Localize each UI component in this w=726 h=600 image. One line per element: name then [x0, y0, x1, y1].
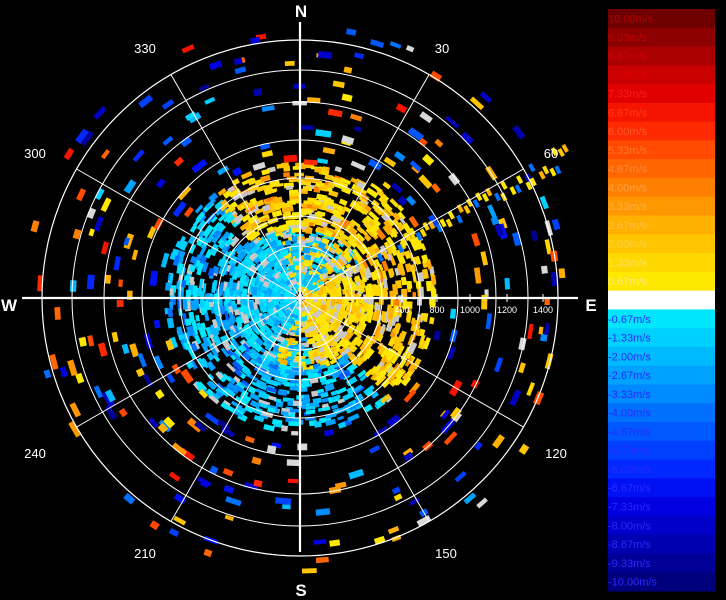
west-label: W: [1, 296, 18, 315]
legend-label: 5.33m/s: [608, 145, 648, 157]
legend-label: -8.00m/s: [608, 520, 651, 532]
legend-label: 2.67m/s: [608, 220, 648, 232]
legend-swatch: [608, 84, 715, 104]
legend-label: -3.33m/s: [608, 389, 651, 401]
radar-echo-layer: [30, 28, 569, 574]
bearing-spoke: [170, 297, 301, 522]
legend-swatch: [608, 159, 715, 179]
east-label: E: [585, 296, 596, 315]
legend-label: -0.67m/s: [608, 314, 651, 326]
legend-swatch: [608, 328, 715, 348]
legend-label: -6.00m/s: [608, 464, 651, 476]
legend-swatch: [608, 253, 715, 273]
bearing-label-60: 60: [544, 146, 558, 161]
legend-swatch: [608, 27, 715, 48]
south-label: S: [295, 581, 306, 600]
bearing-spoke: [299, 168, 524, 299]
legend-label: 9.33m/s: [608, 32, 648, 44]
range-label-800: 800: [429, 305, 444, 315]
legend-swatch: [608, 515, 715, 536]
polar-grid: [22, 22, 578, 557]
legend-swatch: [608, 422, 715, 442]
legend-swatch: [608, 365, 715, 385]
bearing-spoke: [76, 168, 301, 299]
legend-label: -4.00m/s: [608, 408, 651, 420]
bearing-label-120: 120: [545, 446, 567, 461]
velocity-color-legend: 10.00m/s 9.33m/s 8.67m/s 8.00m/s 7.33m/s 6.67…: [608, 9, 715, 592]
legend-swatch: [608, 121, 715, 141]
legend-swatch: [608, 46, 715, 66]
legend-label: 7.33m/s: [608, 88, 648, 100]
legend-label: -5.33m/s: [608, 445, 651, 457]
legend-label: 8.67m/s: [608, 51, 648, 63]
legend-label: 4.67m/s: [608, 164, 648, 176]
legend-label: 0.67m/s: [608, 276, 648, 288]
legend-swatch: [608, 572, 715, 592]
legend-swatch: [608, 534, 715, 554]
range-label-1200: 1200: [497, 305, 517, 315]
bearing-label-210: 210: [134, 546, 156, 561]
legend-swatch: [608, 478, 715, 498]
bearing-label-150: 150: [435, 546, 457, 561]
legend-label: 4.00m/s: [608, 182, 648, 194]
legend-swatch: [608, 497, 715, 517]
legend-label: -1.33m/s: [608, 333, 651, 345]
legend-swatch: [608, 403, 715, 423]
legend-swatch: [608, 234, 715, 254]
legend-label: -10.00m/s: [608, 577, 657, 589]
legend-swatch: [608, 309, 715, 329]
legend-swatch: [608, 271, 715, 292]
legend-label: -7.33m/s: [608, 502, 651, 514]
bearing-label-30: 30: [435, 41, 449, 56]
legend-label: -8.67m/s: [608, 539, 651, 551]
bearing-label-240: 240: [24, 446, 46, 461]
legend-label: -9.33m/s: [608, 558, 651, 570]
legend-label: -6.67m/s: [608, 483, 651, 495]
legend-label: -2.00m/s: [608, 351, 651, 363]
legend-swatch: [608, 177, 715, 198]
legend-swatch: [608, 290, 715, 310]
legend-swatch: [608, 196, 715, 217]
legend-swatch: [608, 102, 715, 123]
range-label-400: 400: [394, 305, 409, 315]
legend-swatch: [608, 384, 715, 404]
legend-label: 0.00m/s: [608, 295, 648, 307]
legend-label: 10.00m/s: [608, 13, 654, 25]
bearing-spoke: [170, 74, 301, 299]
legend-swatch: [608, 9, 715, 29]
legend-swatch: [608, 65, 715, 85]
radar-ppi-display[interactable]: N E S W 30 60 120 150 210 240 300 330 40…: [0, 0, 600, 600]
legend-swatch: [608, 440, 715, 461]
bearing-label-300: 300: [24, 146, 46, 161]
legend-swatch: [608, 215, 715, 235]
legend-swatch: [608, 553, 715, 573]
legend-label: 2.00m/s: [608, 239, 648, 251]
legend-label: 8.00m/s: [608, 70, 648, 82]
legend-label: -2.67m/s: [608, 370, 651, 382]
bearing-spoke: [299, 297, 430, 522]
range-label-1400: 1400: [533, 305, 553, 315]
range-label-1000: 1000: [460, 305, 480, 315]
legend-label: 6.67m/s: [608, 107, 648, 119]
bearing-spoke: [299, 297, 524, 428]
legend-swatch: [608, 459, 715, 479]
bearing-label-330: 330: [134, 41, 156, 56]
legend-label: 3.33m/s: [608, 201, 648, 213]
legend-swatch: [608, 140, 715, 160]
legend-swatch: [608, 346, 715, 367]
legend-label: 6.00m/s: [608, 126, 648, 138]
legend-label: -4.67m/s: [608, 426, 651, 438]
bearing-spoke: [76, 297, 301, 428]
bearing-spoke: [299, 74, 430, 299]
legend-label: 1.33m/s: [608, 257, 648, 269]
north-label: N: [295, 2, 307, 21]
